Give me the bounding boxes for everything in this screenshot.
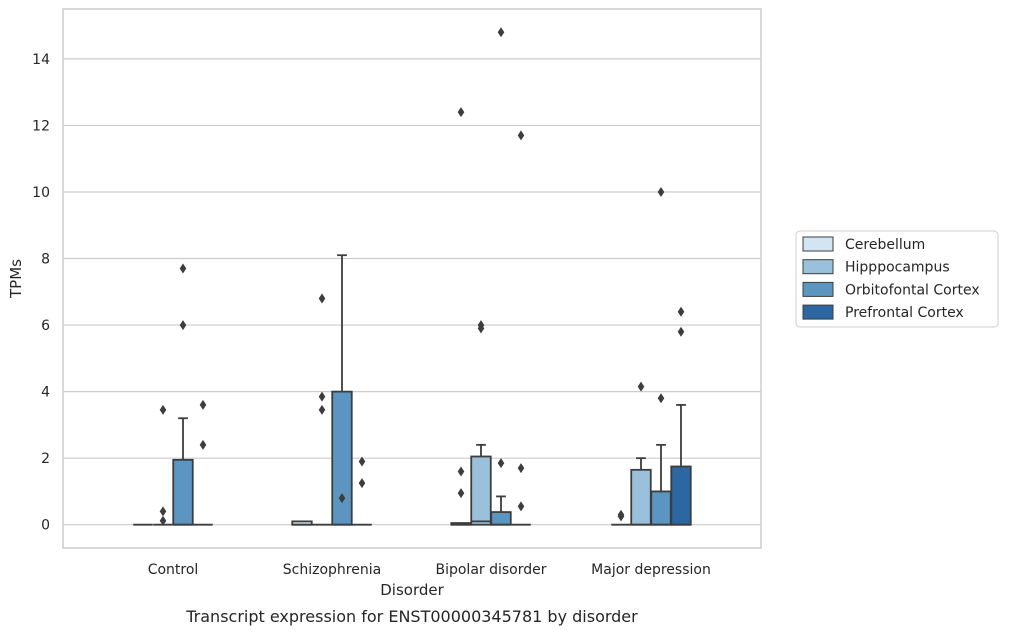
box-hipppocampus-1 bbox=[312, 293, 332, 526]
outlier-point bbox=[199, 399, 207, 410]
x-tick-labels: Control Schizophrenia Bipolar disorder Majo… bbox=[148, 562, 711, 578]
x-tick-label: Major depression bbox=[591, 562, 711, 578]
outlier-point bbox=[457, 466, 465, 477]
box-prefrontal-cortex-1 bbox=[352, 456, 372, 526]
box-orbitofontal-cortex-1 bbox=[331, 254, 353, 526]
x-tick-label: Schizophrenia bbox=[283, 562, 381, 578]
box-orbitofontal-cortex-3 bbox=[650, 186, 672, 526]
outlier-point bbox=[657, 393, 665, 404]
x-tick-label: Control bbox=[148, 562, 199, 578]
outlier-point bbox=[318, 293, 326, 304]
box-hipppocampus-2 bbox=[470, 320, 492, 526]
box-body bbox=[630, 468, 652, 526]
outlier-point bbox=[199, 439, 207, 450]
outlier-point bbox=[657, 186, 665, 197]
outlier-point bbox=[517, 463, 525, 474]
outlier-point bbox=[179, 320, 187, 331]
legend-entry: Cerebellum bbox=[845, 237, 925, 253]
outlier-point bbox=[617, 509, 625, 520]
y-tick-label: 8 bbox=[41, 252, 50, 268]
x-axis-label: Disorder bbox=[380, 581, 444, 599]
box-cerebellum-2 bbox=[450, 107, 472, 526]
chart-caption: Transcript expression for ENST0000034578… bbox=[185, 607, 638, 626]
outlier-point bbox=[517, 130, 525, 141]
legend-entry: Orbitofontal Cortex bbox=[845, 282, 980, 298]
box-layer bbox=[133, 27, 692, 526]
outlier-point bbox=[497, 27, 505, 38]
box-hipppocampus-0 bbox=[153, 404, 173, 526]
outlier-point bbox=[338, 493, 346, 504]
legend-swatch bbox=[802, 281, 834, 297]
box-hipppocampus-3 bbox=[630, 381, 652, 526]
grid-layer bbox=[63, 58, 761, 526]
x-tick-label: Bipolar disorder bbox=[435, 562, 546, 578]
y-tick-label: 0 bbox=[41, 518, 50, 534]
outlier-point bbox=[159, 506, 167, 517]
outlier-point bbox=[159, 404, 167, 415]
outlier-point bbox=[318, 391, 326, 402]
outlier-point bbox=[358, 456, 366, 467]
plot-frame bbox=[62, 8, 762, 549]
box-prefrontal-cortex-3 bbox=[670, 306, 692, 526]
outlier-point bbox=[159, 515, 167, 526]
y-tick-label: 10 bbox=[32, 185, 50, 201]
box-orbitofontal-cortex-0 bbox=[172, 263, 194, 526]
outlier-point bbox=[457, 107, 465, 118]
legend-entry: Prefrontal Cortex bbox=[845, 305, 964, 321]
legend-frame bbox=[795, 230, 999, 328]
outlier-point bbox=[517, 501, 525, 512]
box-cerebellum-1 bbox=[291, 520, 313, 526]
legend-swatch bbox=[802, 259, 834, 275]
y-tick-label: 2 bbox=[41, 451, 50, 467]
y-tick-labels: 0 2 4 6 8 10 12 14 bbox=[32, 52, 50, 534]
box-body bbox=[490, 511, 512, 526]
box-body bbox=[172, 458, 194, 526]
box-body bbox=[670, 465, 692, 526]
box-prefrontal-cortex-2 bbox=[511, 130, 531, 526]
y-tick-label: 6 bbox=[41, 318, 50, 334]
legend-swatch bbox=[802, 304, 834, 320]
outlier-point bbox=[457, 488, 465, 499]
box-cerebellum-3 bbox=[611, 509, 631, 526]
outlier-point bbox=[637, 381, 645, 392]
outlier-point bbox=[677, 306, 685, 317]
y-tick-label: 12 bbox=[32, 118, 50, 134]
legend-entry: Hipppocampus bbox=[845, 260, 950, 276]
y-axis-label: TPMs bbox=[7, 259, 25, 299]
outlier-point bbox=[318, 404, 326, 415]
y-tick-label: 4 bbox=[41, 385, 50, 401]
outlier-point bbox=[358, 478, 366, 489]
legend-swatch bbox=[802, 236, 834, 252]
outlier-point bbox=[477, 320, 485, 331]
outlier-point bbox=[179, 263, 187, 274]
box-body bbox=[470, 455, 492, 526]
outlier-point bbox=[497, 458, 505, 469]
outlier-point bbox=[677, 326, 685, 337]
legend: Cerebellum Hipppocampus Orbitofontal Corte… bbox=[795, 230, 999, 328]
y-tick-label: 14 bbox=[32, 52, 50, 68]
box-body bbox=[331, 390, 353, 526]
box-orbitofontal-cortex-2 bbox=[490, 27, 512, 526]
box-prefrontal-cortex-0 bbox=[193, 399, 213, 526]
box-body bbox=[650, 490, 672, 526]
